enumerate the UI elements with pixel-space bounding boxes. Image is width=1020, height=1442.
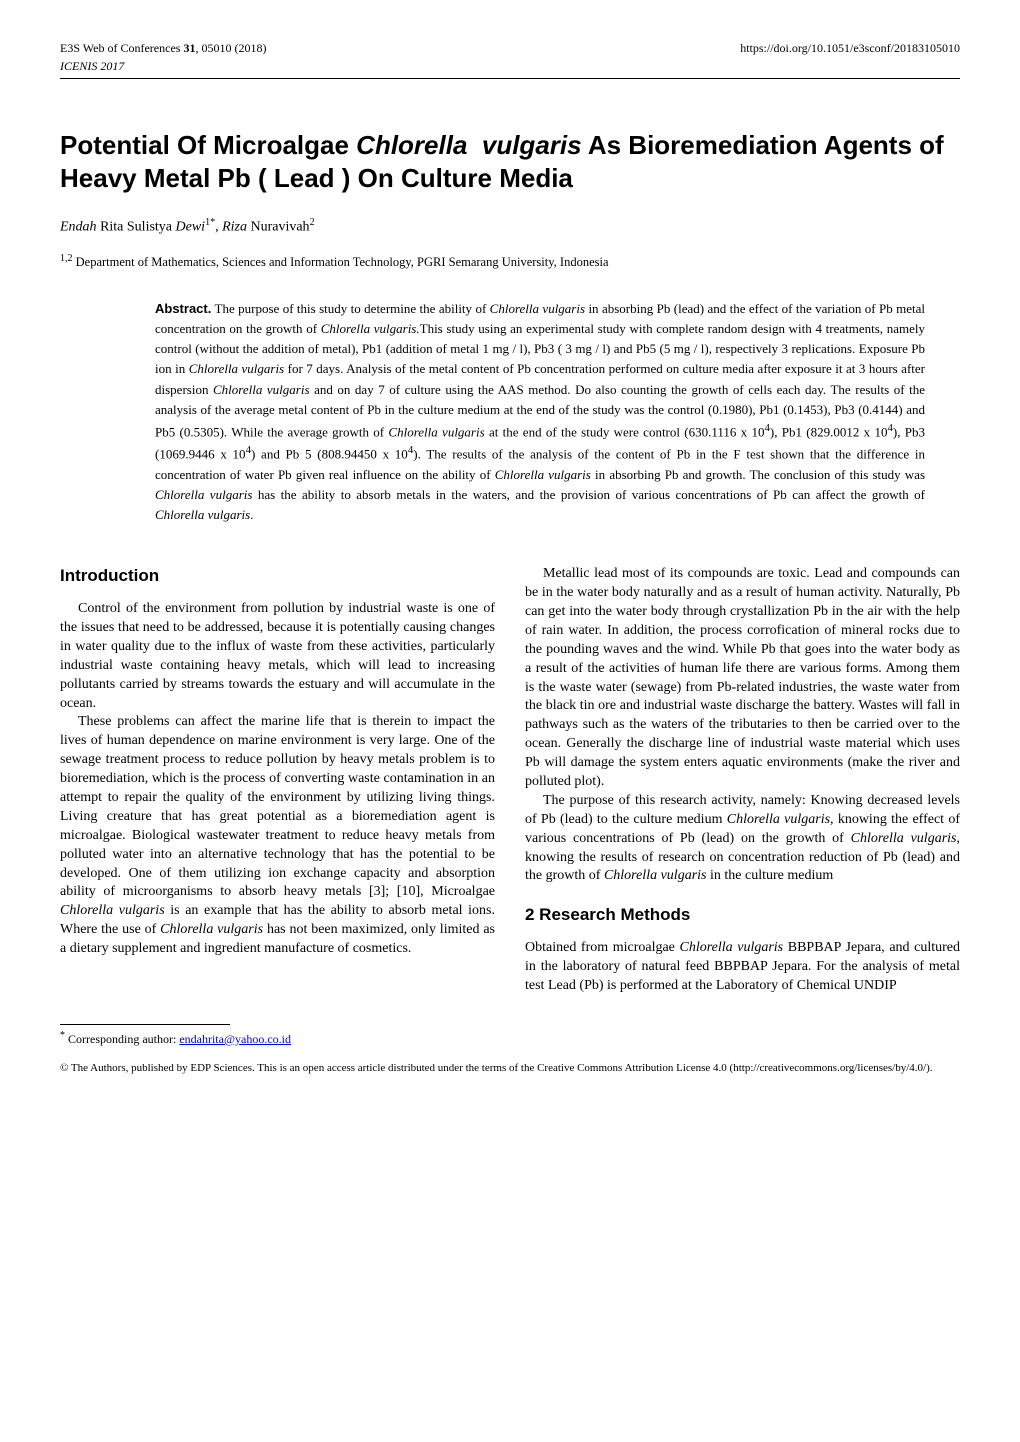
intro-p2: These problems can affect the marine lif… bbox=[60, 713, 495, 959]
right-column: Metallic lead most of its compounds are … bbox=[525, 565, 960, 996]
author2-firstname: Riza bbox=[222, 220, 247, 235]
author1-surname: Dewi bbox=[176, 220, 206, 235]
author2-rest: Nuravivah bbox=[247, 220, 310, 235]
affiliation-text: Department of Mathematics, Sciences and … bbox=[73, 255, 609, 269]
author2-sup: 2 bbox=[310, 217, 315, 228]
paper-title: Potential Of Microalgae Chlorella vulgar… bbox=[60, 129, 960, 194]
body-columns: Introduction Control of the environment … bbox=[60, 565, 960, 996]
authors-line: Endah Rita Sulistya Dewi1*, Riza Nuraviv… bbox=[60, 216, 960, 238]
footnote-email-link[interactable]: endahrita@yahoo.co.id bbox=[179, 1032, 291, 1046]
affiliation-sup: 1,2 bbox=[60, 253, 73, 264]
abstract-label: Abstract. bbox=[155, 301, 211, 316]
affiliation: 1,2 Department of Mathematics, Sciences … bbox=[60, 252, 960, 271]
header-doi: https://doi.org/10.1051/e3sconf/20183105… bbox=[740, 40, 960, 56]
license-text: © The Authors, published by EDP Sciences… bbox=[60, 1061, 960, 1075]
intro-p1: Control of the environment from pollutio… bbox=[60, 600, 495, 713]
methods-p1: Obtained from microalgae Chlorella vulga… bbox=[525, 939, 960, 996]
author1-rest: Rita Sulistya bbox=[97, 220, 176, 235]
footnote-rule bbox=[60, 1024, 230, 1025]
author1-firstname: Endah bbox=[60, 220, 97, 235]
header-rule bbox=[60, 78, 960, 79]
methods-heading: 2 Research Methods bbox=[525, 904, 960, 927]
footnote-label: Corresponding author: bbox=[68, 1032, 179, 1046]
left-column: Introduction Control of the environment … bbox=[60, 565, 495, 996]
right-p1: Metallic lead most of its compounds are … bbox=[525, 565, 960, 792]
footnote-marker: * bbox=[60, 1030, 65, 1041]
intro-heading: Introduction bbox=[60, 565, 495, 588]
header-conference: ICENIS 2017 bbox=[60, 58, 960, 74]
author1-sup: 1* bbox=[205, 217, 215, 228]
header-journal: E3S Web of Conferences 31, 05010 (2018) bbox=[60, 40, 266, 56]
right-p2: The purpose of this research activity, n… bbox=[525, 792, 960, 886]
abstract: Abstract. The purpose of this study to d… bbox=[155, 299, 925, 525]
corresponding-footnote: * Corresponding author: endahrita@yahoo.… bbox=[60, 1029, 960, 1047]
